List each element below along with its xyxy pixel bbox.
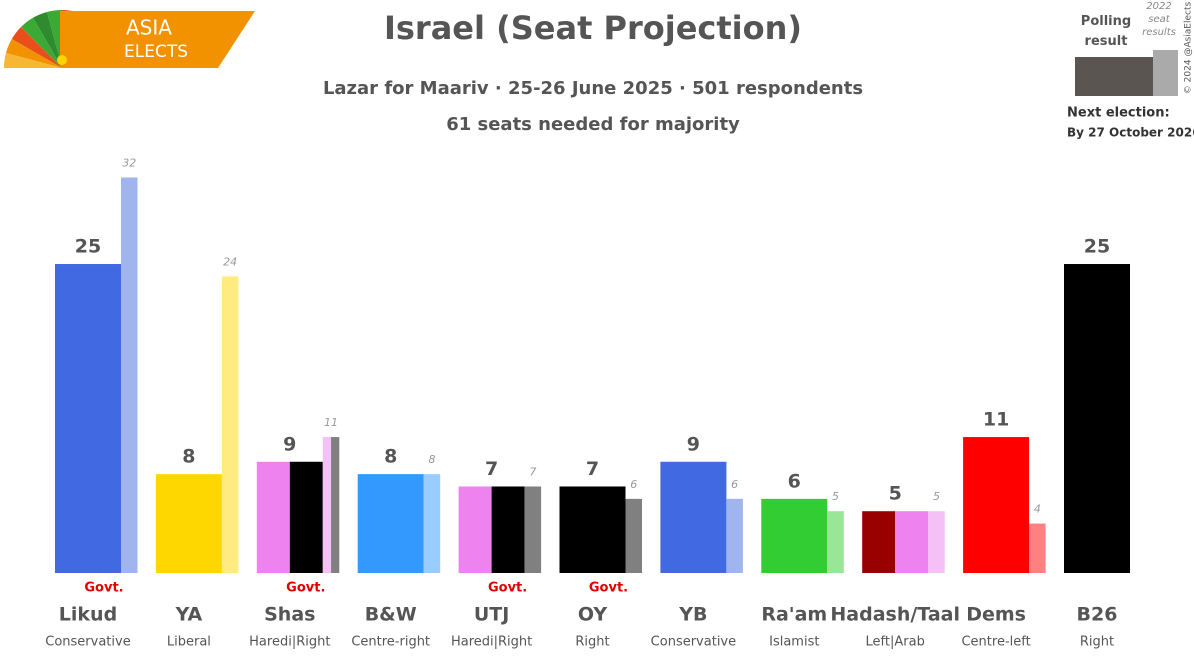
bar xyxy=(559,486,626,573)
logo-wedge xyxy=(5,39,62,68)
bar xyxy=(458,486,492,573)
chart-note: 61 seats needed for majority xyxy=(446,114,740,135)
logo-wedge xyxy=(46,10,62,68)
bar xyxy=(726,498,743,573)
bar xyxy=(121,177,138,573)
govt-label: Govt. xyxy=(84,581,123,596)
bar xyxy=(963,437,1030,573)
value-label: 5 xyxy=(832,490,839,503)
x-tick-label: YB xyxy=(678,604,707,626)
ideology-label: Haredi|Right xyxy=(249,635,330,650)
value-label: 25 xyxy=(75,236,101,258)
govt-label: Govt. xyxy=(286,581,325,596)
value-label: 7 xyxy=(485,458,498,480)
logo-wedge xyxy=(33,11,62,68)
ideology-label: Liberal xyxy=(167,635,211,650)
bar xyxy=(322,437,332,573)
logo-text: ELECTS xyxy=(124,42,188,62)
bar xyxy=(862,511,896,573)
bar xyxy=(221,276,239,573)
x-tick-label: UTJ xyxy=(474,604,509,626)
value-label: 32 xyxy=(122,157,136,170)
bar xyxy=(357,474,424,573)
x-tick-label: B&W xyxy=(365,604,417,626)
legend-swatch xyxy=(1153,50,1178,96)
ideology-label: Left|Arab xyxy=(866,635,925,650)
bar xyxy=(55,264,121,573)
next-election-label: Next election: xyxy=(1067,106,1170,121)
x-tick-label: Shas xyxy=(264,604,315,626)
govt-label: Govt. xyxy=(488,581,527,596)
legend-label: 2022 seat results xyxy=(1142,1,1176,38)
govt-label: Govt. xyxy=(589,581,628,596)
x-tick-label: OY xyxy=(578,604,607,626)
bar xyxy=(524,486,542,573)
logo-wedge xyxy=(11,26,62,68)
value-label: 7 xyxy=(586,458,599,480)
value-label: 6 xyxy=(630,478,637,491)
value-label: 9 xyxy=(687,433,700,455)
legend-swatch xyxy=(1075,57,1153,96)
ideology-label: Centre-right xyxy=(351,635,430,650)
value-label: 7 xyxy=(529,465,536,478)
x-tick-label: Dems xyxy=(966,604,1026,626)
bar xyxy=(423,474,441,573)
logo-banner xyxy=(60,11,255,68)
ideology-label: Haredi|Right xyxy=(451,635,532,650)
chart-title: Israel (Seat Projection) xyxy=(384,9,802,47)
bar xyxy=(331,437,340,573)
value-label: 5 xyxy=(933,490,940,503)
bar xyxy=(289,461,323,573)
x-tick-label: YA xyxy=(175,604,203,626)
value-label: 6 xyxy=(731,478,738,491)
bar xyxy=(660,461,727,573)
value-label: 24 xyxy=(223,255,237,268)
value-label: 5 xyxy=(889,483,902,505)
x-tick-label: Ra'am xyxy=(761,604,827,626)
bar xyxy=(1064,264,1130,573)
value-label: 6 xyxy=(788,470,801,492)
logo-center xyxy=(57,55,67,65)
bar xyxy=(155,474,222,573)
logo-wedge xyxy=(20,17,62,68)
next-election-date: By 27 October 2026 xyxy=(1067,126,1194,140)
logo-wedge xyxy=(4,52,62,68)
x-tick-label: Likud xyxy=(59,604,117,626)
bar xyxy=(625,498,642,573)
legend-label: Polling result xyxy=(1080,14,1132,49)
ideology-label: Right xyxy=(575,635,609,650)
bar xyxy=(827,511,844,573)
ideology-label: Islamist xyxy=(769,635,819,650)
value-label: 25 xyxy=(1084,236,1110,258)
bar xyxy=(256,461,290,573)
bar xyxy=(928,511,945,573)
value-label: 11 xyxy=(324,416,338,429)
ideology-label: Conservative xyxy=(651,635,736,650)
logo: ASIA ELECTS xyxy=(4,10,255,68)
value-label: 4 xyxy=(1034,503,1041,516)
value-label: 9 xyxy=(283,433,296,455)
x-tick-label: B26 xyxy=(1077,604,1118,626)
value-label: 11 xyxy=(983,409,1009,431)
value-label: 8 xyxy=(384,446,397,468)
ideology-label: Right xyxy=(1080,635,1114,650)
ideology-label: Conservative xyxy=(45,635,130,650)
x-tick-label: Hadash/Taal xyxy=(830,604,960,626)
value-label: 8 xyxy=(182,446,195,468)
bar xyxy=(491,486,525,573)
logo-text: ASIA xyxy=(126,16,172,40)
ideology-label: Centre-left xyxy=(961,635,1030,650)
copyright: © 2024 @AsiaElects xyxy=(1184,2,1194,95)
bar xyxy=(1029,523,1046,573)
value-label: 8 xyxy=(428,453,435,466)
chart-subtitle: Lazar for Maariv · 25-26 June 2025 · 501… xyxy=(323,78,863,99)
bar xyxy=(761,498,828,573)
bar xyxy=(895,511,929,573)
